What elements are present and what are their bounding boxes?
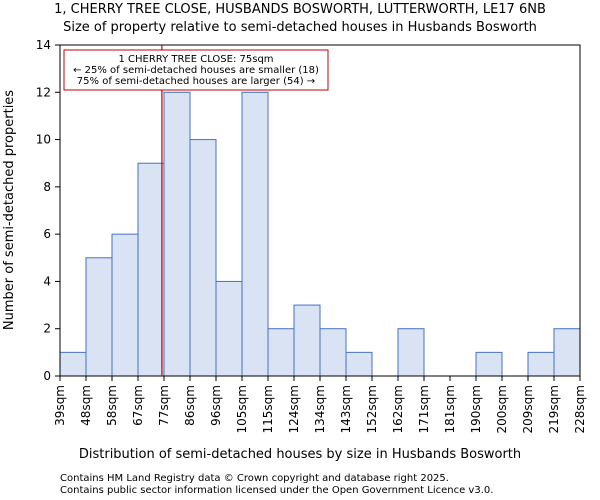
x-tick-label: 209sqm [521,385,535,433]
y-tick-label: 12 [36,85,51,99]
y-tick-label: 0 [43,369,51,383]
x-tick-label: 96sqm [209,385,223,426]
bar-67sqm [137,162,165,377]
x-tick-label: 134sqm [313,385,327,433]
y-tick-label: 6 [43,227,51,241]
x-tick-label: 77sqm [157,385,171,426]
bar-39sqm [59,351,87,377]
x-tick-label: 171sqm [417,385,431,433]
bar-48sqm [85,257,113,377]
x-tick-label: 48sqm [79,385,93,426]
x-tick-label: 162sqm [391,385,405,433]
bar-209sqm [527,351,555,377]
x-tick-label: 200sqm [495,385,509,433]
x-tick-label: 67sqm [131,385,145,426]
bar-105sqm [241,91,269,377]
plot-frame [59,44,581,377]
y-tick-label: 4 [43,274,51,288]
footer-line-1: Contains HM Land Registry data © Crown c… [60,473,449,484]
x-tick-label: 228sqm [573,385,587,433]
y-tick-label: 10 [36,133,51,147]
x-axis-label: Distribution of semi-detached houses by … [79,447,521,462]
bar-124sqm [293,304,321,377]
bar-162sqm [397,328,425,377]
x-tick-label: 219sqm [547,385,561,433]
y-tick-label: 14 [36,38,51,52]
y-tick-label: 2 [43,322,51,336]
annotation-line-2: ← 25% of semi-detached houses are smalle… [73,65,319,76]
bar-115sqm [267,328,295,377]
x-tick-label: 105sqm [235,385,249,433]
bar-134sqm [319,328,347,377]
x-tick-label: 124sqm [287,385,301,433]
x-tick-label: 39sqm [53,385,67,426]
chart-subtitle: Size of property relative to semi-detach… [63,20,537,35]
chart-title: 1, CHERRY TREE CLOSE, HUSBANDS BOSWORTH,… [54,2,546,17]
bar-58sqm [111,233,139,377]
bar-86sqm [189,139,217,377]
x-axis-ticks: 39sqm 48sqm 58sqm 67sqm 77sqm 86sqm 96sqm 105sq… [53,376,587,433]
y-tick-label: 8 [43,180,51,194]
property-marker: 1 CHERRY TREE CLOSE: 75sqm← 25% of semi-… [63,45,329,376]
x-tick-label: 58sqm [105,385,119,426]
footer-line-2: Contains public sector information licen… [60,485,493,496]
x-tick-label: 181sqm [443,385,457,433]
annotation-box [63,49,329,91]
x-tick-label: 115sqm [261,385,275,433]
bar-190sqm [475,351,503,377]
bar-96sqm [215,280,243,377]
x-tick-label: 143sqm [339,385,353,433]
annotation-line-1: 1 CHERRY TREE CLOSE: 75sqm [118,54,273,65]
bars [59,91,581,377]
x-tick-label: 152sqm [365,385,379,433]
bar-143sqm [345,351,373,377]
y-axis-label: Number of semi-detached properties [2,90,17,330]
annotation-line-3: 75% of semi-detached houses are larger (… [77,76,315,87]
y-axis-ticks: 0 2 4 6 8 10 12 14 [36,38,60,383]
bar-219sqm [553,328,581,377]
bar-77sqm [163,91,191,377]
x-tick-label: 190sqm [469,385,483,433]
x-tick-label: 86sqm [183,385,197,426]
